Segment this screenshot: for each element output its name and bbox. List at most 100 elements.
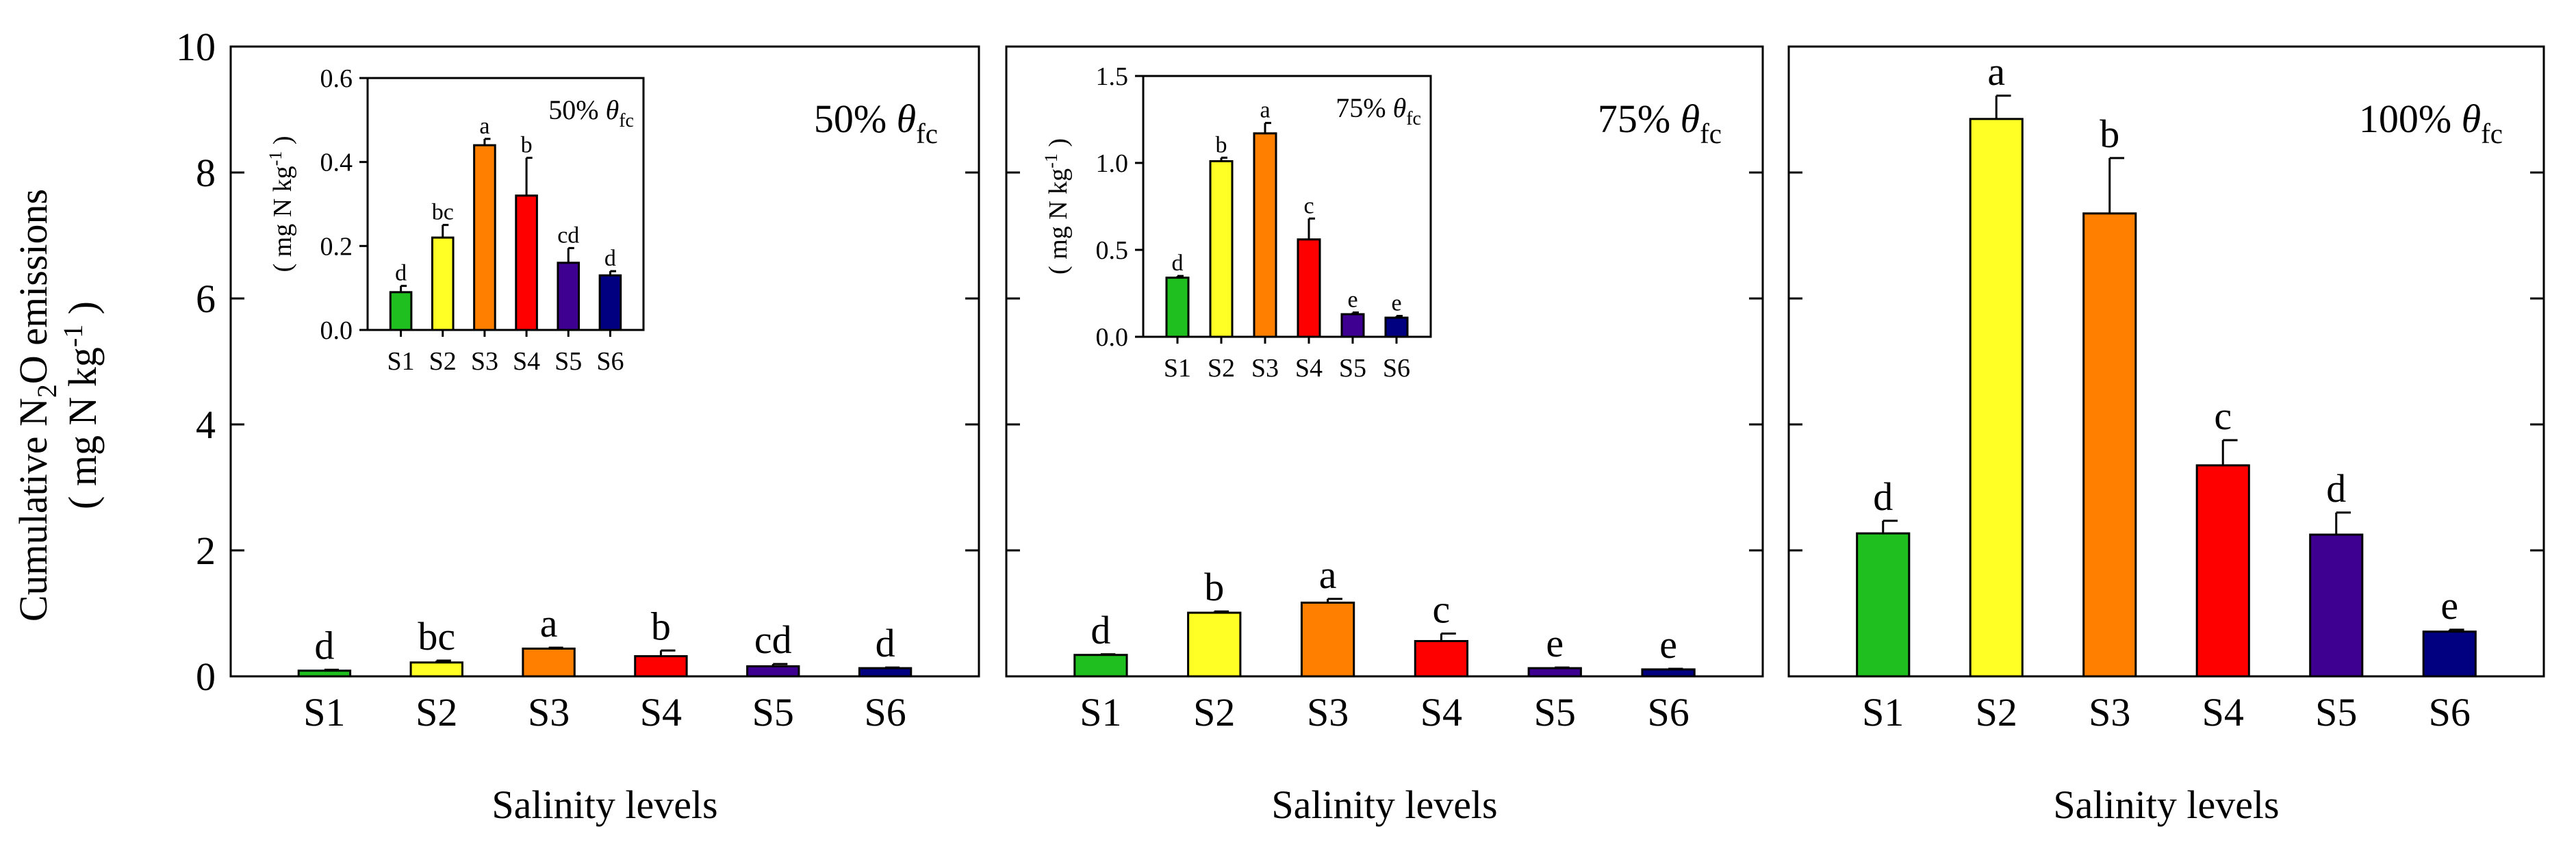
panel-1-significance-letter-s5: cd: [754, 617, 792, 662]
panel-1-inset-significance-letter-s3: a: [479, 114, 489, 139]
panel-2-inset-error-bar-s4: [1308, 217, 1315, 240]
panel-2-error-bar-s4: [1440, 632, 1456, 641]
panel-1-significance-letter-s2: bc: [418, 614, 455, 659]
panel-2-bar-s5: [1527, 667, 1582, 678]
panel-1-inset-error-bar-s5: [567, 246, 574, 263]
panel-1-inset-error-bar-s3: [483, 138, 491, 146]
panel-2-inset-significance-letter-s4: c: [1303, 193, 1314, 218]
panel-2-inset-title: 75% θfc: [1336, 92, 1421, 129]
panel-1-inset-significance-letter-s6: d: [604, 246, 616, 271]
panel-2-inset-error-bar-s1: [1176, 275, 1184, 278]
panel-2-frame: [1005, 45, 1764, 678]
panel-1-inset-bar-s5: [557, 261, 581, 331]
y-axis-label-line2: ( mg N kg-1 ): [58, 301, 105, 509]
panel-1-inset-bar-s4: [515, 194, 538, 331]
panel-1-inset-y-axis-label: ( mg N kg-1 ): [266, 136, 297, 272]
panel-2-inset-error-bar-s3: [1264, 122, 1271, 133]
panel-1-error-bar-s4: [659, 649, 676, 656]
panel-1-inset-y-tick-label-3: 0.6: [320, 64, 353, 93]
panel-1-significance-letter-s3: a: [540, 601, 558, 646]
panel-2-inset-bar-s1: [1165, 277, 1190, 338]
panel-2-inset-y-tick-label-1: 0.5: [1096, 236, 1129, 265]
panel-1: d S1 bc S2 a S3 b S4 cd S5 d S6 0 2 4 6 8 10 Salinity leve…: [176, 25, 980, 827]
panel-1-inset-significance-letter-s2: bc: [432, 200, 454, 225]
panel-3-x-tick-label-s6: S6: [2429, 690, 2471, 735]
panel-1-bar-s5: [746, 665, 800, 678]
panel-2-significance-letter-s3: a: [1319, 552, 1337, 597]
panel-2-bar-s3: [1300, 601, 1355, 678]
panel-1-inset-bar-s2: [431, 236, 455, 331]
panel-2-inset-significance-letter-s5: e: [1347, 287, 1357, 312]
panel-2-inset-significance-letter-s6: e: [1391, 291, 1401, 316]
panel-1-inset-significance-letter-s5: cd: [557, 222, 579, 248]
panel-1-inset-bar-s6: [598, 274, 622, 331]
panel-1-inset-x-tick-label-s2: S2: [429, 347, 457, 376]
panel-1-bar-s6: [858, 667, 913, 678]
panel-1-title: 50% θfc: [814, 97, 938, 149]
panel-2-inset-bar-s6: [1384, 316, 1409, 338]
panel-1-error-bar-s5: [771, 663, 788, 667]
panel-3-error-bar-s6: [2448, 628, 2464, 632]
panel-3-bar-s6: [2422, 630, 2477, 678]
panel-2-inset-y-tick-label-3: 1.5: [1096, 62, 1129, 91]
panel-1-bar-s4: [634, 655, 688, 678]
panel-3-bar-s3: [2082, 212, 2137, 678]
y-tick-label-0: 0: [196, 654, 216, 699]
panel-2-inset-significance-letter-s1: d: [1172, 251, 1184, 276]
y-tick-label-8: 8: [196, 151, 216, 195]
panel-3-x-axis-label: Salinity levels: [2053, 782, 2279, 827]
panel-2-error-bar-s1: [1099, 653, 1116, 656]
panel-1-inset-title: 50% θfc: [548, 94, 634, 131]
panel-3-significance-letter-s3: b: [2100, 112, 2119, 156]
panel-1-inset-error-bar-s6: [609, 270, 616, 276]
panel-1-inset-significance-letter-s4: b: [521, 133, 533, 158]
panel-2-x-tick-label-s1: S1: [1080, 690, 1121, 735]
panel-2-x-tick-label-s4: S4: [1420, 690, 1462, 735]
panel-2-inset-x-tick-label-s4: S4: [1295, 354, 1323, 383]
panel-2-inset-significance-letter-s2: b: [1216, 132, 1227, 157]
panel-1-x-tick-label-s6: S6: [864, 690, 906, 735]
panel-3-bar-s4: [2195, 464, 2250, 678]
panel-2-inset-x-tick-label-s6: S6: [1383, 354, 1410, 383]
panel-3-error-bar-s5: [2335, 511, 2351, 535]
panel-2-bar-s6: [1641, 668, 1696, 678]
panel-1-inset-bar-s3: [473, 144, 496, 331]
panel-2-inset-bar-s4: [1297, 238, 1321, 338]
panel-2-inset: d S1 b S2 a S3 c S4 e S5 e S6 0.0 0.5 1.0 1.5 ( mg N kg-…: [1041, 62, 1432, 383]
panel-2-inset-x-tick-label-s1: S1: [1164, 354, 1191, 383]
panel-2-inset-y-axis-label: ( mg N kg-1 ): [1041, 138, 1073, 275]
panel-2-significance-letter-s6: e: [1659, 622, 1677, 667]
panel-1-x-tick-label-s5: S5: [752, 690, 794, 735]
panel-1-inset-x-tick-label-s3: S3: [471, 347, 498, 376]
panel-1-inset-error-bar-s4: [525, 157, 533, 196]
panel-2-x-tick-label-s3: S3: [1307, 690, 1349, 735]
panel-2-significance-letter-s2: b: [1204, 565, 1224, 609]
panel-2-inset-bar-s5: [1340, 313, 1365, 338]
panel-2-significance-letter-s1: d: [1091, 608, 1110, 652]
panel-3-bar-s5: [2309, 533, 2364, 678]
panel-1-x-axis-label: Salinity levels: [492, 782, 717, 827]
panel-1-inset-x-tick-label-s4: S4: [513, 347, 540, 376]
panel-1-inset-frame: [366, 77, 645, 331]
panel-3-significance-letter-s6: e: [2440, 583, 2458, 628]
panel-1-significance-letter-s1: d: [314, 623, 334, 667]
panel-2-bar-s1: [1073, 654, 1128, 678]
panel-3-significance-letter-s5: d: [2326, 466, 2346, 511]
panel-3-error-bar-s2: [1995, 94, 2011, 119]
panel-2-inset-error-bar-s5: [1351, 311, 1359, 314]
panel-2-inset-y-tick-label-2: 1.0: [1096, 149, 1129, 178]
panel-2-inset-x-tick-label-s3: S3: [1251, 354, 1279, 383]
panel-3-error-bar-s4: [2221, 439, 2238, 465]
panel-1-inset-y-tick-label-2: 0.4: [320, 149, 353, 177]
panel-1-bar-s2: [409, 661, 463, 678]
panel-1-error-bar-s2: [435, 659, 451, 663]
panel-1-significance-letter-s4: b: [651, 604, 671, 648]
y-tick-label-2: 2: [196, 528, 216, 573]
panel-1-inset-y-tick-label-0: 0.0: [320, 316, 353, 345]
panel-1-inset-significance-letter-s1: d: [395, 261, 407, 286]
panel-2-error-bar-s3: [1327, 598, 1342, 603]
panel-3-frame: [1787, 45, 2545, 678]
panel-1-x-tick-label-s1: S1: [303, 690, 345, 735]
